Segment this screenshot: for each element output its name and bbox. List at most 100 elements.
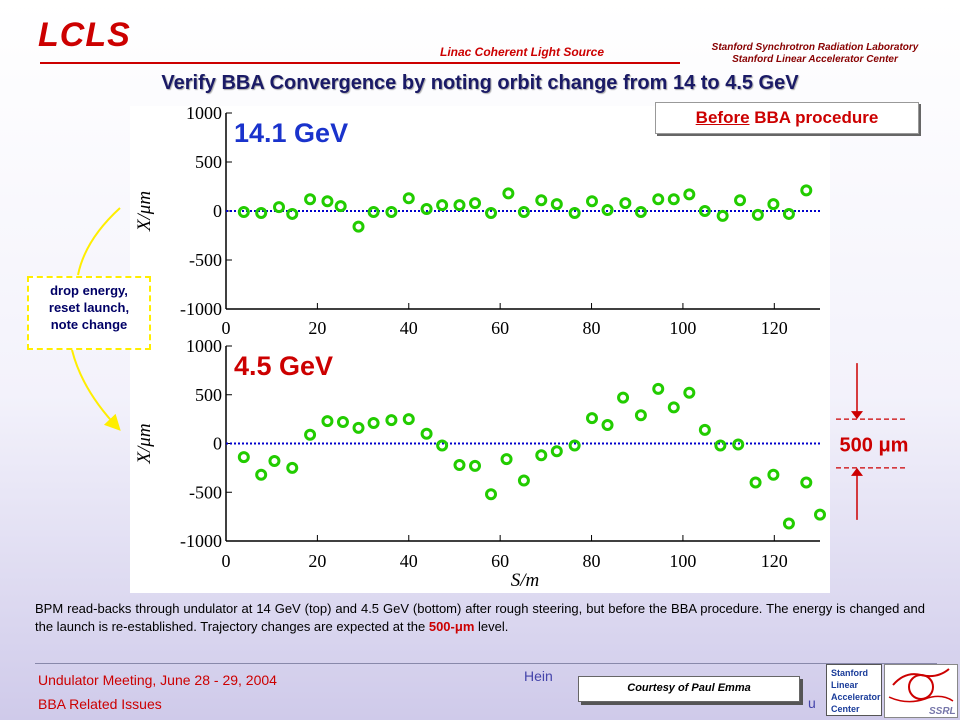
data-point (487, 208, 496, 217)
data-point (802, 186, 811, 195)
data-point (751, 478, 760, 487)
figure-caption: BPM read-backs through undulator at 14 G… (35, 600, 925, 636)
data-point (455, 201, 464, 210)
data-point (654, 195, 663, 204)
y-tick-label: 500 (195, 152, 222, 172)
data-point (323, 417, 332, 426)
data-point (471, 461, 480, 470)
data-point (685, 388, 694, 397)
panel-top: 10005000-500-10000 20 40 60 80 100 120X/μm14.1… (134, 106, 820, 338)
x-tick-label: 0 (222, 551, 231, 571)
data-point (257, 208, 266, 217)
data-point (422, 205, 431, 214)
data-point (306, 430, 315, 439)
data-point (471, 199, 480, 208)
scale-label: 500 μm (840, 435, 909, 457)
data-point (718, 211, 727, 220)
data-point (537, 451, 546, 460)
x-tick-label: 100 (669, 551, 696, 571)
data-point (369, 207, 378, 216)
y-tick-label: -500 (189, 482, 222, 502)
data-point (537, 196, 546, 205)
x-tick-label: 120 (761, 318, 788, 338)
ssrl-logo: SSRL (884, 664, 958, 718)
x-tick-label: 0 (222, 318, 231, 338)
header-subtitle: Linac Coherent Light Source (440, 45, 604, 59)
y-tick-label: -1000 (180, 299, 222, 319)
data-point (354, 222, 363, 231)
data-point (288, 209, 297, 218)
data-point (654, 384, 663, 393)
data-point (587, 197, 596, 206)
x-tick-label: 60 (491, 551, 509, 571)
x-tick-label: 20 (308, 318, 326, 338)
lcls-logo: LCLS (38, 16, 131, 55)
data-point (769, 470, 778, 479)
data-point (700, 207, 709, 216)
x-tick-label: 60 (491, 318, 509, 338)
courtesy-label: Courtesy of Paul Emma (578, 676, 800, 702)
y-tick-label: -1000 (180, 531, 222, 551)
x-tick-label: 40 (400, 551, 418, 571)
x-tick-label: 20 (308, 551, 326, 571)
x-axis-label: S/m (511, 570, 540, 591)
energy-label: 14.1 GeV (234, 118, 348, 148)
data-point (619, 393, 628, 402)
data-point (685, 190, 694, 199)
data-point (784, 209, 793, 218)
data-point (802, 478, 811, 487)
data-point (603, 420, 612, 429)
data-point (570, 441, 579, 450)
slac-line-1: Stanford (831, 667, 877, 679)
before-word: Before (696, 108, 750, 127)
data-point (239, 453, 248, 462)
data-point (669, 403, 678, 412)
data-point (369, 419, 378, 428)
y-tick-label: -500 (189, 250, 222, 270)
data-point (519, 476, 528, 485)
data-point (487, 490, 496, 499)
x-tick-label: 120 (761, 551, 788, 571)
data-point (552, 200, 561, 209)
data-point (769, 200, 778, 209)
data-point (387, 416, 396, 425)
data-point (323, 197, 332, 206)
caption-part-2: level. (474, 619, 508, 634)
data-point (636, 207, 645, 216)
note-arrows (60, 200, 140, 440)
data-point (502, 455, 511, 464)
slide-title: Verify BBA Convergence by noting orbit c… (0, 72, 960, 95)
data-point (621, 199, 630, 208)
scale-arrow-up-head (851, 468, 863, 476)
y-tick-label: 0 (213, 201, 222, 221)
x-tick-label: 80 (583, 318, 601, 338)
data-point (784, 519, 793, 528)
data-point (700, 425, 709, 434)
data-point (455, 460, 464, 469)
data-point (552, 447, 561, 456)
data-point (306, 195, 315, 204)
header-rule (40, 62, 680, 64)
data-point (570, 208, 579, 217)
data-point (288, 463, 297, 472)
data-point (275, 203, 284, 212)
data-point (354, 423, 363, 432)
scale-arrow-down-head (851, 411, 863, 419)
data-point (422, 429, 431, 438)
slac-logo: Stanford Linear Accelerator Center (826, 664, 882, 716)
footer-meeting: Undulator Meeting, June 28 - 29, 2004 (38, 672, 277, 688)
slac-line-3: Accelerator (831, 691, 877, 703)
header-organization: Stanford Synchrotron Radiation Laborator… (690, 42, 940, 66)
data-point (438, 441, 447, 450)
bba-procedure-text: BBA procedure (750, 108, 879, 127)
data-point (636, 411, 645, 420)
x-tick-label: 100 (669, 318, 696, 338)
data-point (504, 189, 513, 198)
data-point (716, 441, 725, 450)
data-point (257, 470, 266, 479)
data-point (404, 415, 413, 424)
data-point (736, 196, 745, 205)
ssrl-logo-text: SSRL (929, 706, 956, 717)
